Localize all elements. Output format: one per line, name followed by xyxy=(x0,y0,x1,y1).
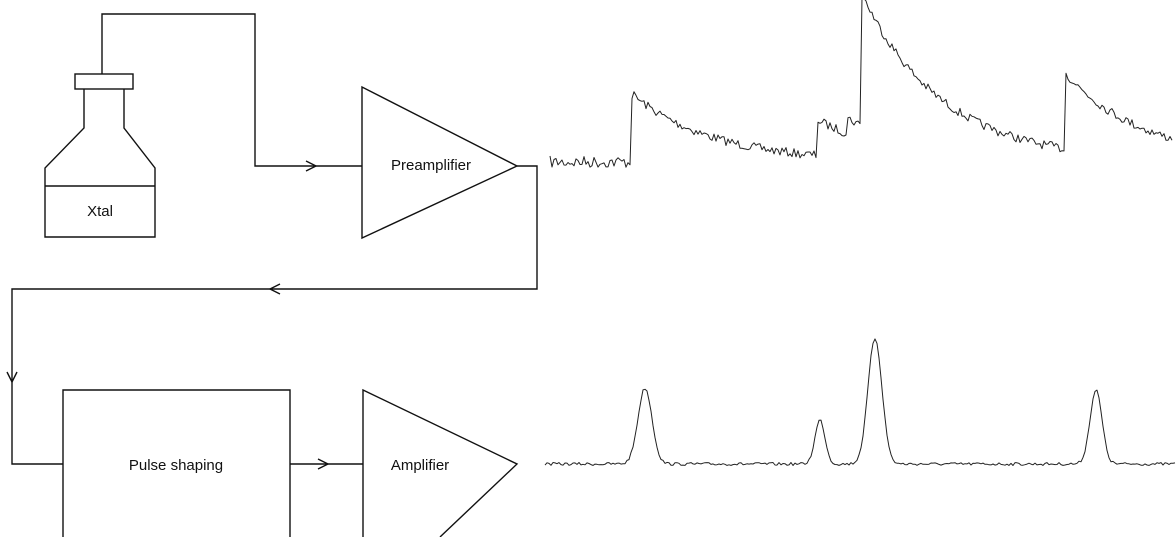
wire xyxy=(101,13,362,167)
amplifier-triangle xyxy=(362,388,519,537)
shaped-waveform xyxy=(544,338,1176,466)
amplifier-label: Amplifier xyxy=(391,457,449,474)
arrow xyxy=(317,458,330,470)
arrow xyxy=(268,283,281,295)
preamplifier-triangle xyxy=(361,85,519,240)
arrow xyxy=(6,371,18,384)
bottle-cap xyxy=(74,73,134,90)
arrow xyxy=(305,160,318,172)
preamplifier-label: Preamplifier xyxy=(391,157,471,174)
preamp-waveform xyxy=(549,0,1173,168)
xtal-label: Xtal xyxy=(87,203,113,220)
pulse-shaping-label: Pulse shaping xyxy=(129,457,223,474)
bottle xyxy=(44,89,156,238)
wire xyxy=(11,165,538,465)
